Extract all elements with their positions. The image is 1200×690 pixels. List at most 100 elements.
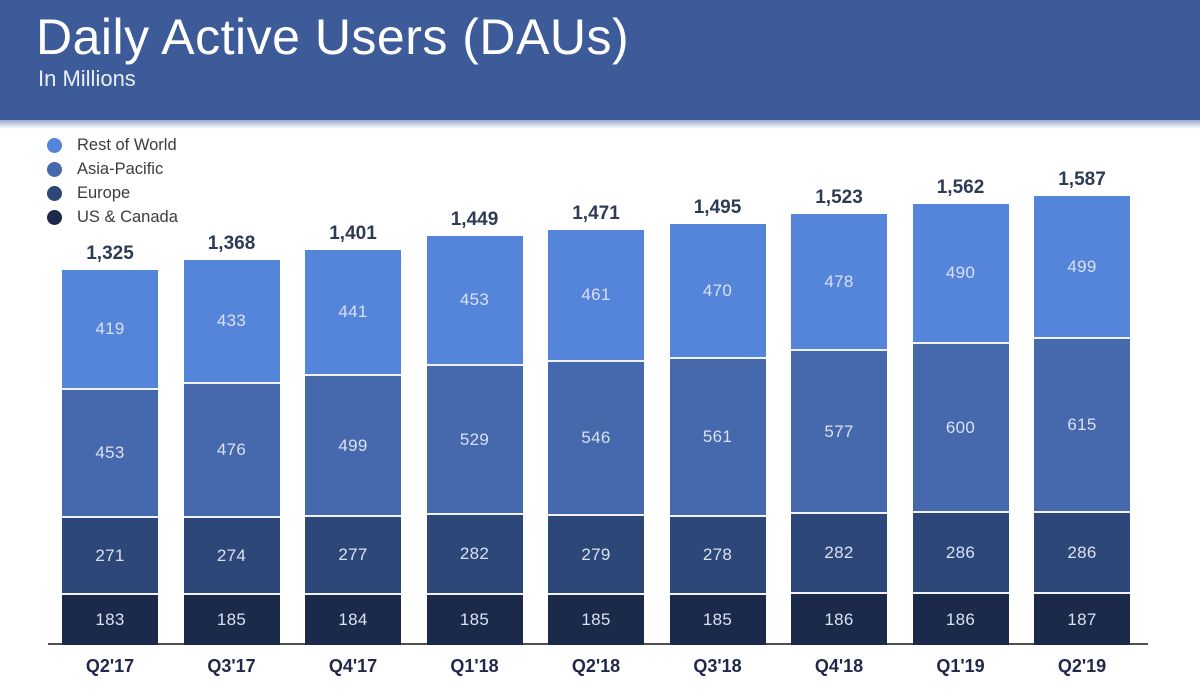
segment-rest-of-world: 490 [912, 204, 1009, 342]
segment-rest-of-world: 478 [791, 214, 887, 349]
segment-us-canada: 186 [912, 592, 1009, 645]
segment-us-canada: 185 [426, 593, 523, 645]
segment-value-label: 187 [1067, 609, 1097, 629]
segment-value-label: 453 [95, 443, 125, 462]
bar-q3-18: 1,495 470 561 278 185 [669, 197, 766, 645]
segment-us-canada: 185 [183, 593, 280, 645]
segment-value-label: 286 [945, 542, 976, 562]
segment-value-label: 184 [338, 610, 368, 629]
segment-value-label: 183 [95, 610, 125, 629]
segment-asia-pacific: 615 [1034, 337, 1130, 511]
chart-title: Daily Active Users (DAUs) [36, 9, 630, 65]
legend-item-label: Asia-Pacific [77, 159, 164, 178]
segment-asia-pacific: 529 [426, 364, 523, 513]
x-axis-label-q2-19: Q2'19 [1057, 656, 1107, 676]
segment-value-label: 274 [216, 545, 247, 565]
header-bottom-fade [0, 120, 1200, 129]
segment-asia-pacific: 577 [791, 349, 887, 512]
bar-q4-17: 1,401 441 499 277 184 [305, 223, 401, 645]
segment-value-label: 185 [216, 610, 247, 629]
segment-value-label: 185 [702, 610, 733, 629]
segment-value-label: 282 [824, 543, 854, 562]
segment-rest-of-world: 470 [669, 224, 766, 357]
bar-q1-18: 1,449 453 529 282 185 [426, 209, 523, 645]
legend-item-us-canada: US & Canada [47, 205, 178, 229]
segment-value-label: 561 [702, 427, 733, 446]
bar-total-label: 1,325 [86, 243, 134, 264]
legend-item-label: Europe [77, 183, 131, 202]
header-banner: Daily Active Users (DAUs) In Millions [0, 0, 1200, 120]
segment-value-label: 490 [945, 263, 976, 282]
segment-europe: 279 [548, 514, 644, 593]
segment-us-canada: 185 [669, 593, 766, 645]
segment-value-label: 600 [945, 417, 976, 437]
segment-europe: 278 [669, 515, 766, 593]
bar-q2-18: 1,471 461 546 279 185 [548, 203, 644, 645]
segment-rest-of-world: 499 [1034, 196, 1130, 337]
segment-value-label: 286 [1067, 542, 1097, 562]
segment-us-canada: 184 [305, 593, 401, 645]
x-axis-label-q4-17: Q4'17 [328, 656, 378, 676]
segment-europe: 282 [791, 512, 887, 592]
segment-europe: 282 [426, 513, 523, 593]
legend-dot-icon [47, 209, 62, 225]
segment-value-label: 470 [702, 280, 733, 300]
legend-dot-icon [47, 161, 62, 177]
x-axis-label-q3-18: Q3'18 [693, 656, 742, 676]
legend-item-rest-of-world: Rest of World [47, 133, 178, 157]
bar-total-label: 1,523 [815, 187, 863, 208]
segment-value-label: 419 [95, 319, 125, 338]
segment-europe: 286 [1034, 511, 1130, 592]
bar-total-label: 1,401 [329, 223, 377, 244]
segment-value-label: 461 [581, 285, 611, 304]
segment-asia-pacific: 600 [912, 342, 1009, 511]
x-axis-label-q1-19: Q1'19 [936, 656, 985, 676]
segment-value-label: 271 [95, 545, 125, 565]
bar-q1-19: 1,562 490 600 286 186 [912, 177, 1009, 645]
segment-value-label: 277 [338, 545, 368, 564]
segment-value-label: 433 [216, 311, 247, 330]
x-axis-label-q3-17: Q3'17 [207, 656, 256, 676]
bar-total-label: 1,368 [207, 233, 256, 254]
bar-total-label: 1,471 [572, 203, 620, 224]
segment-rest-of-world: 461 [548, 230, 644, 360]
x-axis-label-q4-18: Q4'18 [814, 656, 864, 676]
segment-europe: 277 [305, 515, 401, 593]
segment-value-label: 499 [1067, 256, 1097, 276]
bar-q2-19: 1,587 499 615 286 187 [1034, 169, 1130, 645]
segment-europe: 271 [62, 516, 158, 593]
chart-subtitle: In Millions [38, 66, 136, 91]
segment-asia-pacific: 546 [548, 360, 644, 514]
legend-item-label: Rest of World [77, 135, 177, 154]
segment-value-label: 615 [1067, 415, 1097, 434]
legend-dot-icon [47, 185, 62, 201]
x-axis-label-q1-18: Q1'18 [450, 656, 499, 676]
segment-value-label: 499 [338, 435, 368, 455]
bar-q4-18: 1,523 478 577 282 186 [791, 187, 887, 645]
segment-rest-of-world: 441 [305, 250, 401, 374]
segment-asia-pacific: 453 [62, 388, 158, 516]
x-axis-label-q2-17: Q2'17 [85, 656, 135, 676]
bar-total-label: 1,449 [450, 209, 499, 230]
segment-asia-pacific: 499 [305, 374, 401, 515]
segment-value-label: 453 [459, 290, 490, 309]
segment-asia-pacific: 476 [183, 382, 280, 516]
bar-q3-17: 1,368 433 476 274 185 [183, 233, 280, 645]
segment-value-label: 577 [824, 421, 854, 441]
segment-us-canada: 183 [62, 593, 158, 645]
segment-us-canada: 185 [548, 593, 644, 645]
segment-europe: 274 [183, 516, 280, 593]
segment-value-label: 279 [581, 544, 611, 564]
bar-total-label: 1,587 [1058, 169, 1106, 190]
segment-asia-pacific: 561 [669, 357, 766, 515]
segment-value-label: 441 [338, 302, 368, 321]
segment-value-label: 478 [824, 271, 854, 291]
legend: Rest of World Asia-Pacific Europe US & C… [47, 133, 178, 229]
legend-dot-icon [47, 137, 62, 153]
bar-total-label: 1,562 [936, 177, 985, 198]
segment-value-label: 546 [581, 428, 611, 447]
bar-total-label: 1,495 [693, 197, 742, 218]
segment-value-label: 185 [581, 610, 611, 629]
